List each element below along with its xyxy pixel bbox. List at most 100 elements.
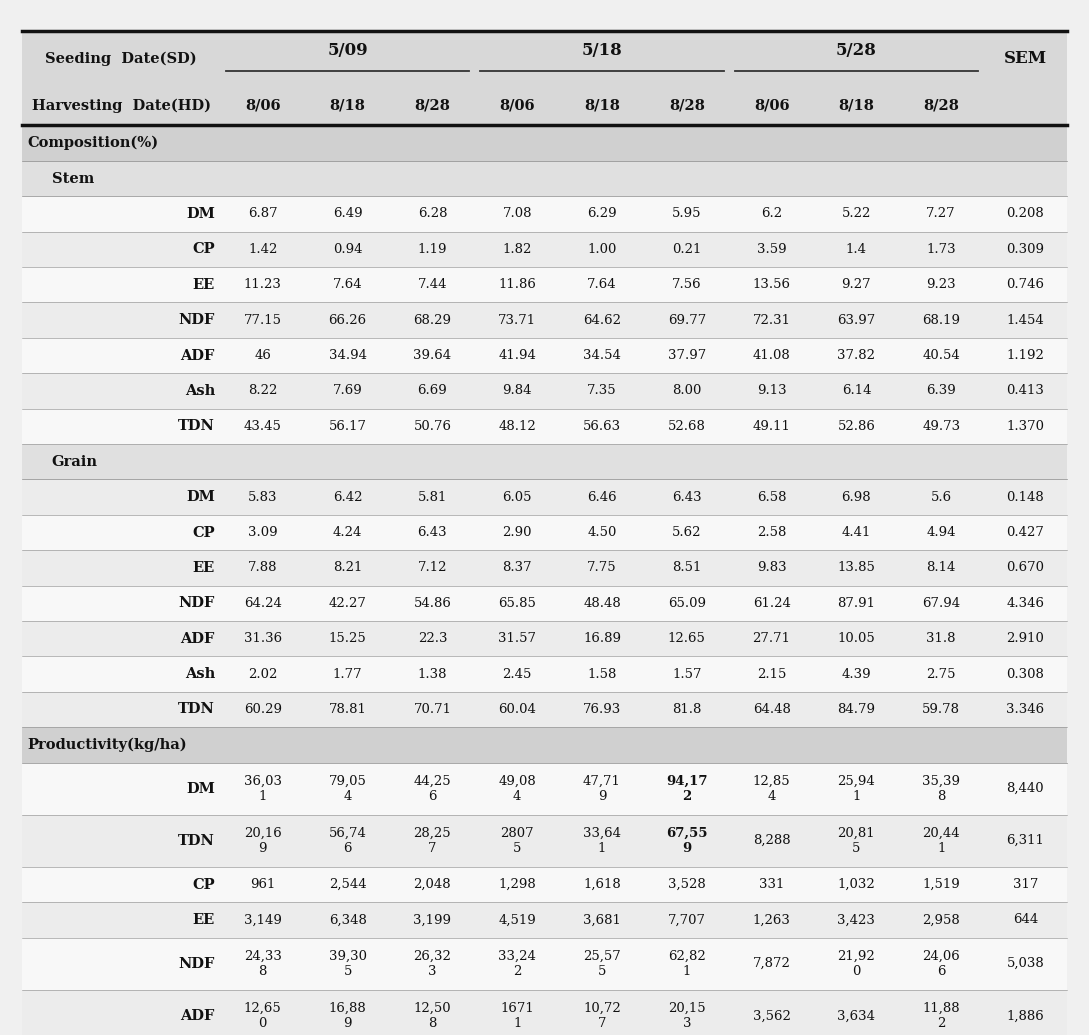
Text: 4.346: 4.346 (1006, 597, 1044, 610)
Text: 1,519: 1,519 (922, 878, 960, 891)
Text: 8/28: 8/28 (923, 98, 959, 113)
Text: 41.94: 41.94 (499, 349, 536, 362)
Text: 9.83: 9.83 (757, 561, 786, 574)
Text: 31.8: 31.8 (927, 632, 956, 645)
Text: 7.64: 7.64 (587, 278, 616, 291)
Text: 63.97: 63.97 (837, 314, 876, 327)
Text: 6.87: 6.87 (248, 207, 278, 220)
Text: 12,85
4: 12,85 4 (752, 774, 791, 803)
Bar (22, 302, 1067, 337)
Text: 15.25: 15.25 (329, 632, 367, 645)
Text: 67.94: 67.94 (922, 597, 960, 610)
Text: 49,08
4: 49,08 4 (499, 774, 536, 803)
Text: 5.62: 5.62 (672, 526, 701, 539)
Text: 8.51: 8.51 (672, 561, 701, 574)
Text: 2.15: 2.15 (757, 668, 786, 681)
Text: SEM: SEM (1004, 50, 1047, 67)
Text: 65.09: 65.09 (668, 597, 706, 610)
Text: 0.746: 0.746 (1006, 278, 1044, 291)
Text: DM: DM (186, 207, 215, 220)
Bar (22, 374, 1067, 409)
Text: 36,03
1: 36,03 1 (244, 774, 282, 803)
Text: 13.85: 13.85 (837, 561, 876, 574)
Text: 70.71: 70.71 (414, 703, 452, 716)
Text: Harvesting  Date(HD): Harvesting Date(HD) (32, 98, 210, 113)
Text: 9.23: 9.23 (927, 278, 956, 291)
Text: 31.57: 31.57 (498, 632, 536, 645)
Text: 11.86: 11.86 (499, 278, 536, 291)
Text: CP: CP (193, 878, 215, 891)
Text: 12.65: 12.65 (668, 632, 706, 645)
Text: 7.27: 7.27 (927, 207, 956, 220)
Text: 12,65
0: 12,65 0 (244, 1002, 282, 1030)
Text: 22.3: 22.3 (418, 632, 448, 645)
Bar (22, 267, 1067, 302)
Text: 56.63: 56.63 (583, 420, 621, 433)
Text: 5/18: 5/18 (582, 41, 623, 59)
Text: 8.00: 8.00 (672, 384, 701, 397)
Text: 3,681: 3,681 (583, 914, 621, 926)
Text: 6.2: 6.2 (761, 207, 782, 220)
Text: 7.64: 7.64 (333, 278, 363, 291)
Text: 8,440: 8,440 (1006, 782, 1044, 795)
Text: 28,25
7: 28,25 7 (414, 827, 451, 855)
Text: NDF: NDF (179, 314, 215, 327)
Text: 25,94
1: 25,94 1 (837, 774, 876, 803)
Text: 64.62: 64.62 (583, 314, 621, 327)
Text: 60.04: 60.04 (499, 703, 536, 716)
Text: 73.71: 73.71 (498, 314, 536, 327)
Text: 8/06: 8/06 (754, 98, 790, 113)
Text: 0.413: 0.413 (1006, 384, 1044, 397)
Text: 31.36: 31.36 (244, 632, 282, 645)
Text: 7,872: 7,872 (752, 957, 791, 970)
Text: 5.6: 5.6 (931, 491, 952, 504)
Text: 1671
1: 1671 1 (500, 1002, 534, 1030)
Text: 37.97: 37.97 (668, 349, 706, 362)
Text: 4.50: 4.50 (587, 526, 616, 539)
Text: 12,50
8: 12,50 8 (414, 1002, 451, 1030)
Text: 2,048: 2,048 (414, 878, 451, 891)
Text: 40.54: 40.54 (922, 349, 960, 362)
Text: 1,263: 1,263 (752, 914, 791, 926)
Text: 61.24: 61.24 (752, 597, 791, 610)
Text: 1.192: 1.192 (1006, 349, 1044, 362)
Text: 79,05
4: 79,05 4 (329, 774, 367, 803)
Text: 1.82: 1.82 (502, 243, 531, 256)
Bar (22, 691, 1067, 728)
Text: 49.11: 49.11 (752, 420, 791, 433)
Text: 2.90: 2.90 (502, 526, 531, 539)
Text: 4.24: 4.24 (333, 526, 363, 539)
Text: 5.95: 5.95 (672, 207, 701, 220)
Text: 1.77: 1.77 (333, 668, 363, 681)
Text: 6,311: 6,311 (1006, 834, 1044, 848)
Text: 2,544: 2,544 (329, 878, 366, 891)
Text: TDN: TDN (179, 834, 215, 848)
Text: 26,32
3: 26,32 3 (414, 950, 451, 978)
Text: DM: DM (186, 491, 215, 504)
Text: 1.73: 1.73 (927, 243, 956, 256)
Text: 68.29: 68.29 (414, 314, 452, 327)
Text: 8,288: 8,288 (752, 834, 791, 848)
Text: 7.88: 7.88 (248, 561, 278, 574)
Text: 87.91: 87.91 (837, 597, 876, 610)
Text: 35,39
8: 35,39 8 (922, 774, 960, 803)
Text: Stem: Stem (51, 172, 94, 185)
Text: 331: 331 (759, 878, 784, 891)
Text: 64.48: 64.48 (752, 703, 791, 716)
Text: 8/06: 8/06 (500, 98, 535, 113)
Text: 6.98: 6.98 (842, 491, 871, 504)
Text: 20,15
3: 20,15 3 (668, 1002, 706, 1030)
Bar (22, 586, 1067, 621)
Text: 3.09: 3.09 (248, 526, 278, 539)
Text: 6.46: 6.46 (587, 491, 616, 504)
Text: 10,72
7: 10,72 7 (583, 1002, 621, 1030)
Text: 8/18: 8/18 (584, 98, 620, 113)
Text: 50.76: 50.76 (414, 420, 452, 433)
Text: 9.84: 9.84 (502, 384, 531, 397)
Text: 1,298: 1,298 (499, 878, 536, 891)
Bar (22, 867, 1067, 903)
Text: 1.58: 1.58 (587, 668, 616, 681)
Text: DM: DM (186, 781, 215, 796)
Text: 81.8: 81.8 (672, 703, 701, 716)
Text: 2807
5: 2807 5 (500, 827, 534, 855)
